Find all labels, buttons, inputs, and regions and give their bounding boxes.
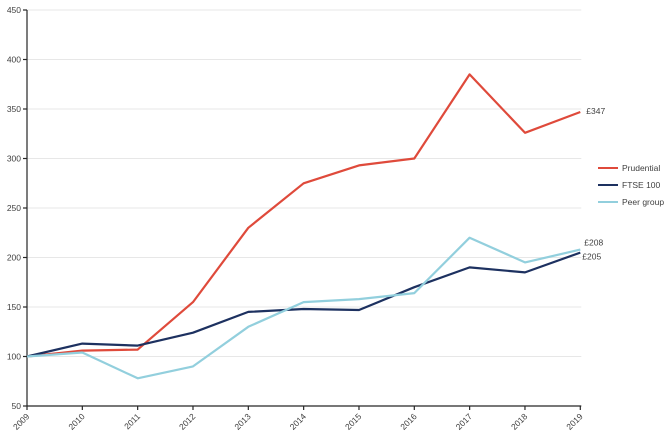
y-tick-label: 200 xyxy=(7,253,21,263)
legend-item-peer-group: Peer group xyxy=(598,197,664,207)
legend-item-prudential: Prudential xyxy=(598,163,664,173)
y-tick-label: 350 xyxy=(7,104,21,114)
x-tick-label: 2018 xyxy=(509,411,530,432)
y-tick-label: 250 xyxy=(7,203,21,213)
y-tick-label: 450 xyxy=(7,5,21,15)
x-tick-label: 2017 xyxy=(454,411,475,432)
y-tick-label: 50 xyxy=(12,401,22,411)
x-tick-label: 2019 xyxy=(564,411,585,432)
series-end-label-prudential: £347 xyxy=(586,106,605,116)
legend-label: FTSE 100 xyxy=(622,180,661,190)
x-tick-label: 2014 xyxy=(288,411,309,432)
series-end-label-peer-group: £208 xyxy=(584,238,603,248)
x-tick-label: 2013 xyxy=(232,411,253,432)
x-tick-label: 2011 xyxy=(122,411,142,431)
y-tick-label: 300 xyxy=(7,154,21,164)
legend-label: Peer group xyxy=(622,197,665,207)
y-tick-label: 150 xyxy=(7,302,21,312)
legend-item-ftse-100: FTSE 100 xyxy=(598,180,664,190)
series-line-prudential xyxy=(26,73,581,358)
series-line-peer-group xyxy=(26,236,581,380)
x-tick-label: 2009 xyxy=(11,411,32,432)
series-end-label-ftse-100: £205 xyxy=(582,252,601,262)
y-tick-label: 400 xyxy=(7,55,21,65)
legend-swatch-icon xyxy=(598,184,618,186)
legend-label: Prudential xyxy=(622,163,661,173)
series-line-ftse-100 xyxy=(26,251,581,358)
x-tick-label: 2012 xyxy=(177,411,198,432)
chart-legend: Prudential FTSE 100 Peer group xyxy=(598,163,664,207)
legend-swatch-icon xyxy=(598,167,618,169)
y-tick-label: 100 xyxy=(7,352,21,362)
x-tick-label: 2016 xyxy=(398,411,419,432)
x-tick-label: 2010 xyxy=(66,411,87,432)
x-tick-label: 2015 xyxy=(343,411,364,432)
legend-swatch-icon xyxy=(598,201,618,203)
